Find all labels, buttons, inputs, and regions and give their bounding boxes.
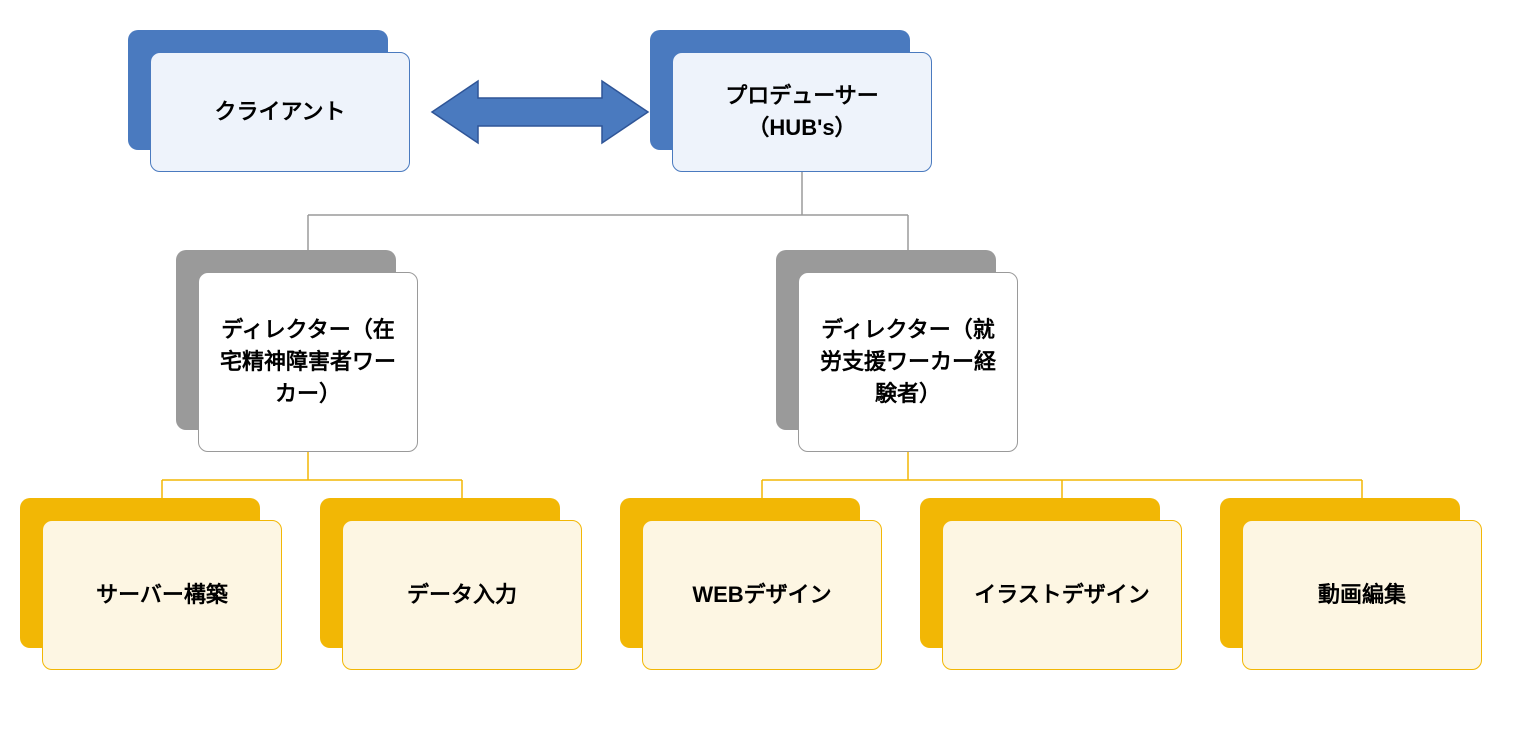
node-director2: ディレクター（就労支援ワーカー経験者） — [776, 250, 1018, 452]
node-task_illust-card: イラストデザイン — [942, 520, 1182, 670]
node-producer-label: プロデューサー（HUB's） — [687, 80, 917, 144]
node-director2-label: ディレクター（就労支援ワーカー経験者） — [813, 314, 1003, 410]
node-task_video: 動画編集 — [1220, 498, 1482, 670]
node-director2-card: ディレクター（就労支援ワーカー経験者） — [798, 272, 1018, 452]
node-task_server-card: サーバー構築 — [42, 520, 282, 670]
node-producer-card: プロデューサー（HUB's） — [672, 52, 932, 172]
node-task_data-card: データ入力 — [342, 520, 582, 670]
bidir-arrow-icon — [432, 81, 648, 143]
node-task_web-card: WEBデザイン — [642, 520, 882, 670]
org-diagram: クライアント プロデューサー（HUB's） ディレクター（在宅精神障害者ワーカー） デ… — [0, 0, 1518, 732]
node-task_data: データ入力 — [320, 498, 582, 670]
node-task_web-label: WEBデザイン — [692, 579, 831, 611]
node-task_server: サーバー構築 — [20, 498, 282, 670]
node-task_video-label: 動画編集 — [1318, 579, 1406, 611]
node-director1-label: ディレクター（在宅精神障害者ワーカー） — [213, 314, 403, 410]
node-task_illust: イラストデザイン — [920, 498, 1182, 670]
node-task_data-label: データ入力 — [407, 579, 517, 611]
node-client-label: クライアント — [214, 96, 345, 128]
node-task_illust-label: イラストデザイン — [974, 579, 1150, 611]
node-client: クライアント — [128, 30, 410, 172]
node-director1-card: ディレクター（在宅精神障害者ワーカー） — [198, 272, 418, 452]
node-task_web: WEBデザイン — [620, 498, 882, 670]
node-client-card: クライアント — [150, 52, 410, 172]
node-task_server-label: サーバー構築 — [96, 579, 228, 611]
node-producer: プロデューサー（HUB's） — [650, 30, 932, 172]
node-task_video-card: 動画編集 — [1242, 520, 1482, 670]
node-director1: ディレクター（在宅精神障害者ワーカー） — [176, 250, 418, 452]
